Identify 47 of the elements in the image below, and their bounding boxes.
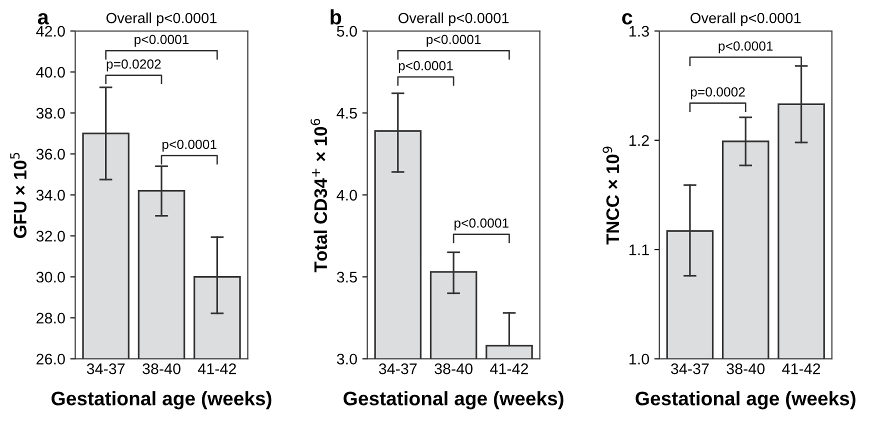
y-tick-label: 1.2 [630, 135, 649, 146]
y-tick-label: 5.0 [336, 26, 357, 37]
y-tick-label: 32.0 [36, 230, 65, 242]
annotation: p<0.0001 [134, 34, 189, 47]
y-axis-title: Total CD34$^{+}$ × 10$^{6}$ [310, 118, 328, 272]
y-tick-label: 1.1 [630, 244, 649, 256]
chart-subtitle: Overall p<0.0001 [398, 12, 509, 26]
x-tick-label: 34-37 [670, 363, 709, 374]
y-tick-label: 30.0 [36, 272, 65, 283]
chart-title: b [330, 9, 342, 25]
x-tick-label: 38-40 [142, 363, 180, 374]
y-tick-label: 4.0 [336, 190, 357, 201]
y-tick-label: 3.5 [336, 272, 357, 283]
x-tick-label: 34-37 [86, 363, 125, 374]
x-axis-title: Gestational age (weeks) [636, 391, 856, 410]
x-tick-label: 41-42 [490, 363, 528, 374]
y-tick-label: 40.0 [36, 66, 65, 78]
x-tick-label: 41-42 [198, 363, 236, 374]
annotation: p<0.0001 [162, 140, 216, 152]
y-tick-label: 34.0 [36, 190, 65, 201]
x-tick-label: 38-40 [726, 363, 765, 374]
y-tick-label: 42.0 [36, 26, 65, 37]
y-tick-label: 28.0 [36, 312, 65, 324]
x-axis-title: Gestational age (weeks) [344, 391, 564, 410]
annotation: p=0.0202 [106, 59, 161, 72]
x-axis-title: Gestational age (weeks) [52, 391, 272, 410]
annotation: p=0.0002 [690, 87, 745, 100]
chart-title: a [38, 13, 49, 25]
annotation: p<0.0001 [398, 61, 453, 73]
x-tick-label: 34-37 [378, 363, 417, 374]
y-tick-label: 3.0 [336, 354, 357, 365]
y-axis-title: TNCC × 10$^{9}$ [602, 146, 620, 245]
y-tick-label: 4.5 [336, 108, 357, 119]
chart-subtitle: Overall p<0.0001 [106, 12, 217, 26]
chart-subtitle: Overall p<0.0001 [690, 12, 801, 26]
y-tick-label: 36.0 [36, 148, 65, 160]
annotation: p<0.0001 [426, 34, 481, 47]
y-tick-label: 26.0 [36, 354, 65, 365]
y-tick-label: 38.0 [36, 108, 65, 119]
annotation: p<0.0001 [454, 218, 508, 230]
x-tick-label: 41-42 [782, 363, 820, 374]
annotation: p<0.0001 [718, 41, 773, 54]
x-tick-label: 38-40 [434, 363, 473, 374]
y-tick-label: 1.0 [630, 354, 650, 365]
y-axis-title: GFU × 10$^{5}$ [10, 152, 27, 238]
y-tick-label: 1.3 [630, 26, 649, 37]
chart-title: c [622, 13, 632, 25]
